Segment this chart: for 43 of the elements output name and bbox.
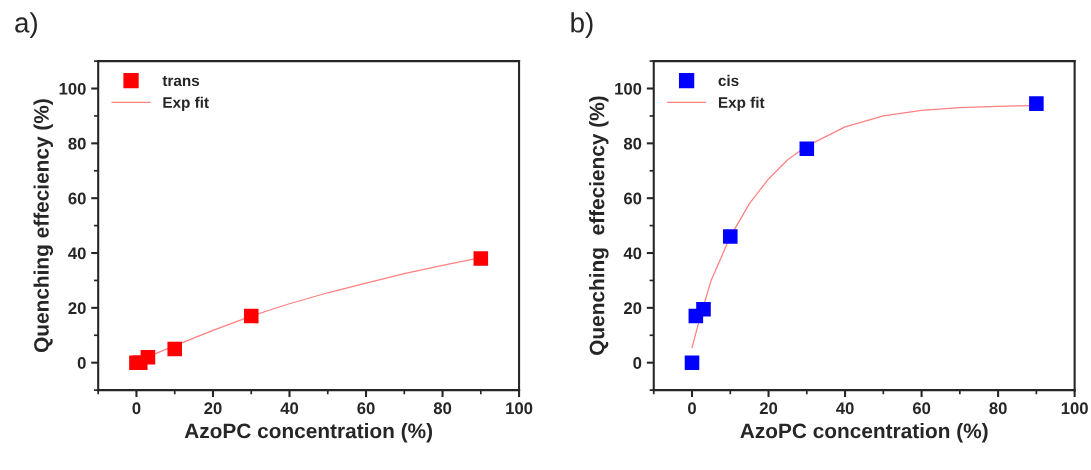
point: [799, 141, 815, 157]
y-axis-title: Quenching effeciency (%): [33, 99, 54, 353]
text: b): [571, 12, 593, 39]
x-tick-label: 80: [989, 402, 1007, 415]
y-tick-label: 100: [59, 82, 86, 95]
point: [722, 229, 738, 244]
x-tick-label: 80: [433, 402, 452, 415]
x-tick-label: 60: [357, 402, 375, 415]
point: [167, 341, 182, 357]
point: [473, 251, 489, 266]
x-tick-label: 60: [912, 402, 931, 415]
y-tick-label: 100: [615, 82, 642, 95]
x-axis-title: AzoPC concentration (%): [740, 423, 988, 443]
x-tick-label: 40: [836, 402, 854, 415]
y-tick-label: 20: [623, 302, 642, 315]
y-tick-label: 80: [623, 137, 642, 150]
x-tick-label: 100: [1061, 402, 1088, 415]
x-tick-label: 0: [688, 402, 696, 415]
x-tick-label: 20: [204, 402, 222, 415]
point: [243, 308, 259, 324]
y-tick-label: 0: [633, 357, 642, 369]
text: a): [15, 12, 37, 39]
point: [1029, 96, 1044, 111]
y-tick-label: 60: [624, 192, 642, 205]
x-tick-label: 40: [280, 402, 299, 415]
legend-label: trans: [162, 75, 200, 87]
y-axis-title: Quenching effeciency (%): [589, 96, 609, 355]
legend-label: Exp fit: [718, 96, 765, 111]
x-tick-label: 0: [132, 402, 141, 415]
x-tick-label: 20: [759, 402, 778, 415]
x-axis-title: AzoPC concentration (%): [184, 423, 433, 443]
y-tick-label: 40: [623, 247, 642, 260]
y-tick-label: 0: [77, 357, 86, 369]
x-tick-label: 100: [506, 402, 533, 415]
point: [140, 349, 156, 365]
y-tick-label: 60: [68, 192, 86, 205]
point: [696, 301, 711, 317]
point: [684, 355, 700, 370]
y-tick-label: 20: [68, 302, 86, 315]
legend-label: cis: [718, 74, 739, 87]
y-tick-label: 80: [68, 137, 86, 150]
y-tick-label: 40: [68, 247, 86, 260]
legend-label: Exp fit: [163, 96, 209, 111]
